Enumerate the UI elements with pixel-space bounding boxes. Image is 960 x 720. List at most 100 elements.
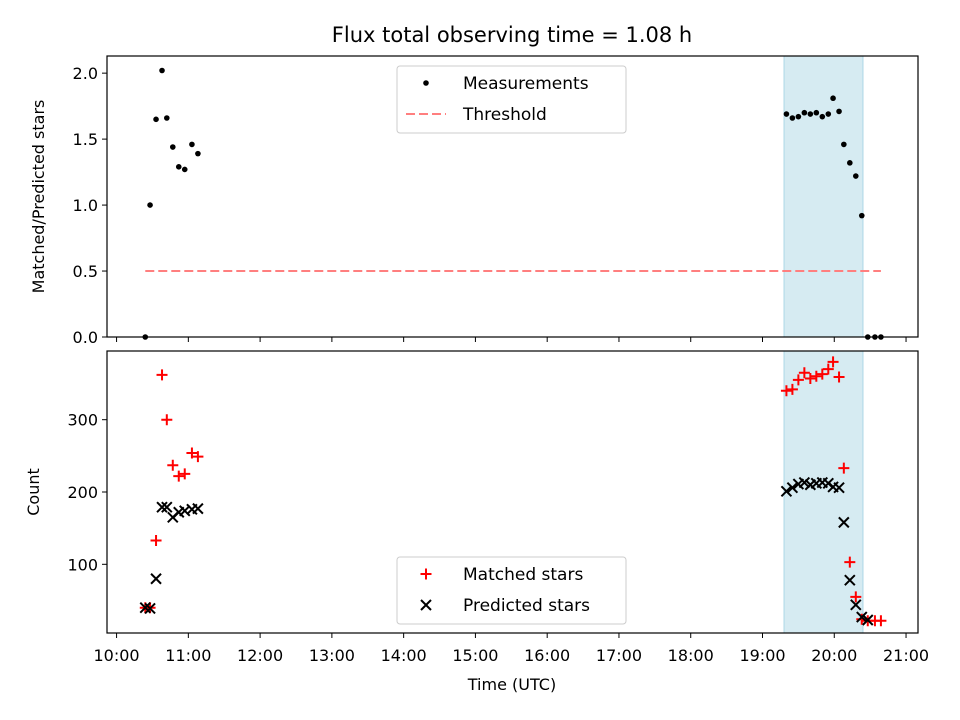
data-point xyxy=(192,502,204,515)
x-tick-label: 18:00 xyxy=(668,646,714,665)
x-tick-label: 14:00 xyxy=(381,646,427,665)
data-point xyxy=(827,356,839,368)
data-point xyxy=(144,602,156,615)
x-tick-label: 21:00 xyxy=(883,646,929,665)
axes-frame xyxy=(106,55,919,338)
legend-swatch xyxy=(420,568,432,580)
data-point xyxy=(150,534,162,546)
data-point xyxy=(804,372,816,384)
data-point xyxy=(173,470,185,482)
data-point xyxy=(816,368,828,380)
data-point xyxy=(780,385,792,397)
data-point xyxy=(175,164,182,170)
data-point xyxy=(150,573,162,585)
data-point xyxy=(169,144,176,150)
y-tick-label: 2.0 xyxy=(73,64,98,83)
legend-item: Predicted stars xyxy=(420,596,590,616)
chart-title: Flux total observing time = 1.08 h xyxy=(332,23,692,47)
ratio-panel: 0.0 0.5 1.0 1.5 2.0 Measurements Threshold xyxy=(73,55,919,347)
x-tick-label: 20:00 xyxy=(811,646,857,665)
data-point xyxy=(798,367,810,379)
x-tick-label: 16:00 xyxy=(524,646,570,665)
data-point xyxy=(841,141,847,148)
series-predicted-stars xyxy=(139,476,874,626)
shaded-region xyxy=(783,55,864,338)
series-measurements xyxy=(142,67,884,340)
legend-label: Predicted stars xyxy=(463,596,590,616)
data-point xyxy=(847,160,853,166)
legend-label: Measurements xyxy=(463,74,589,94)
data-point xyxy=(833,481,845,494)
y-tick-label: 1.0 xyxy=(73,196,98,215)
data-point xyxy=(159,67,165,74)
data-point xyxy=(807,111,814,117)
data-point xyxy=(844,574,856,586)
legend-item: Matched stars xyxy=(420,565,583,585)
data-point xyxy=(844,556,856,568)
x-tick-label: 15:00 xyxy=(452,646,498,665)
data-point xyxy=(819,113,826,120)
data-point xyxy=(786,481,799,494)
data-point xyxy=(167,459,179,471)
data-point xyxy=(850,591,862,603)
data-point xyxy=(786,383,798,395)
data-point xyxy=(798,476,811,489)
data-point xyxy=(813,109,820,116)
x-tick-label: 17:00 xyxy=(596,646,642,665)
x-axis-label: Time (UTC) xyxy=(467,675,556,694)
x-tick-label: 19:00 xyxy=(739,646,785,665)
legend-swatch xyxy=(420,599,432,611)
data-point xyxy=(156,501,168,513)
data-point xyxy=(792,374,804,386)
count-panel: 100 200 300 10:00 11:00 12:00 13:00 14:00 15:00 1… xyxy=(67,350,929,665)
data-point xyxy=(825,111,832,117)
axes-frame xyxy=(106,350,919,634)
data-point xyxy=(789,115,796,121)
y-tick-label: 0.0 xyxy=(73,328,98,347)
data-point xyxy=(147,202,153,208)
legend-box xyxy=(396,65,627,134)
legend-label: Threshold xyxy=(462,105,547,125)
legend-item: Threshold xyxy=(406,105,547,125)
y-tick-label: 100 xyxy=(67,555,98,574)
data-point xyxy=(164,115,170,121)
legend: Matched stars Predicted stars xyxy=(396,556,627,625)
y-tick-label: 300 xyxy=(67,411,98,430)
data-point xyxy=(801,109,808,116)
data-point xyxy=(856,613,868,625)
data-point xyxy=(838,516,850,529)
data-point xyxy=(783,111,790,117)
data-point xyxy=(189,141,195,148)
data-point xyxy=(836,108,842,115)
y-axis-label-ratio: Matched/Predicted stars xyxy=(29,100,48,294)
x-tick-label: 11:00 xyxy=(165,646,211,665)
data-point xyxy=(833,371,845,383)
data-point xyxy=(192,451,204,463)
data-point xyxy=(852,173,859,179)
legend-label: Matched stars xyxy=(463,565,583,585)
data-point xyxy=(850,599,862,611)
data-point xyxy=(186,447,198,459)
data-point xyxy=(862,614,874,626)
x-tick-label: 12:00 xyxy=(237,646,283,665)
data-point xyxy=(858,212,865,219)
data-point xyxy=(181,166,188,173)
data-point xyxy=(838,462,850,474)
y-axis-label-count: Count xyxy=(24,468,43,516)
data-point xyxy=(153,116,159,123)
data-point xyxy=(810,370,822,382)
x-tick-label: 13:00 xyxy=(309,646,355,665)
data-point xyxy=(856,611,868,623)
x-tick-label: 10:00 xyxy=(94,646,140,665)
y-tick-label: 1.5 xyxy=(73,130,98,149)
data-point xyxy=(822,363,834,375)
data-point xyxy=(156,369,168,381)
data-point xyxy=(161,414,173,426)
data-point xyxy=(195,150,201,157)
legend-box xyxy=(396,556,627,625)
legend-swatch xyxy=(423,80,429,86)
data-point xyxy=(795,113,802,120)
y-tick-label: 0.5 xyxy=(73,262,98,281)
legend: Measurements Threshold xyxy=(396,65,627,134)
